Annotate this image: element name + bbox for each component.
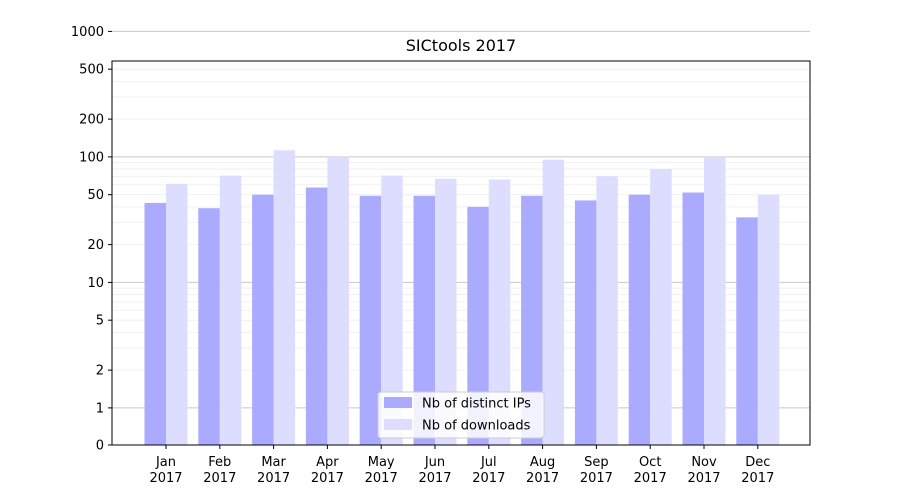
- bar-distinct-ips: [305, 187, 328, 445]
- bar-distinct-ips: [144, 202, 166, 445]
- bar-downloads: [166, 183, 188, 445]
- bar-downloads: [488, 179, 511, 445]
- x-tick-label-month: Jun: [424, 455, 445, 470]
- bar-downloads: [650, 169, 672, 446]
- x-tick-label-year: 2017: [634, 471, 667, 486]
- bar-downloads: [219, 175, 242, 445]
- legend-label: Nb of downloads: [422, 419, 531, 434]
- legend-swatch: [384, 419, 412, 430]
- x-tick-label-year: 2017: [580, 471, 613, 486]
- bar-distinct-ips: [413, 195, 435, 445]
- bar-distinct-ips: [574, 200, 597, 445]
- bar-downloads: [381, 175, 403, 445]
- legend: Nb of distinct IPs Nb of downloads: [377, 391, 545, 439]
- bar-downloads: [327, 156, 349, 445]
- x-tick-label-month: Dec: [745, 455, 770, 470]
- bar-downloads: [757, 194, 780, 445]
- y-tick-label: 1000: [71, 25, 104, 40]
- y-tick-label: 200: [79, 113, 104, 128]
- bar-downloads: [704, 156, 726, 445]
- bar-distinct-ips: [736, 217, 758, 445]
- x-tick-label-year: 2017: [687, 471, 720, 486]
- x-tick-label-month: May: [368, 455, 395, 470]
- bar-distinct-ips: [198, 208, 220, 445]
- bar-downloads: [542, 159, 565, 446]
- x-tick-label-year: 2017: [472, 471, 505, 486]
- y-tick-label: 500: [79, 63, 104, 78]
- y-axis: 0 1 2 5 10 20 50 100 200 500 1000: [71, 25, 112, 454]
- x-tick-label-month: Feb: [208, 455, 231, 470]
- y-tick-label: 20: [87, 238, 104, 253]
- legend-label: Nb of distinct IPs: [422, 397, 531, 412]
- x-tick-label-month: Sep: [584, 455, 609, 470]
- x-tick-label-month: Jul: [480, 455, 497, 470]
- x-tick-label-month: Mar: [261, 455, 286, 470]
- x-tick-label-year: 2017: [741, 471, 774, 486]
- y-tick-label: 50: [87, 188, 104, 203]
- bar-distinct-ips: [682, 192, 704, 445]
- bars: [144, 150, 780, 446]
- x-tick-label-month: Apr: [316, 455, 339, 470]
- x-tick-label-month: Aug: [530, 455, 555, 470]
- chart-title: SICtools 2017: [406, 36, 516, 55]
- x-tick-label-year: 2017: [311, 471, 344, 486]
- y-tick-label: 2: [96, 364, 104, 379]
- x-tick-label-month: Oct: [639, 455, 661, 470]
- bar-distinct-ips: [467, 206, 489, 445]
- x-tick-label-year: 2017: [257, 471, 290, 486]
- x-axis: Jan2017Feb2017Mar2017Apr2017May2017Jun20…: [149, 445, 774, 486]
- x-tick-label-year: 2017: [418, 471, 451, 486]
- bar-distinct-ips: [252, 194, 274, 445]
- bar-downloads: [435, 178, 457, 446]
- legend-box: [377, 391, 545, 439]
- y-tick-label: 10: [87, 276, 104, 291]
- x-tick-label-year: 2017: [149, 471, 182, 486]
- y-tick-label: 5: [96, 314, 104, 329]
- y-tick-label: 1: [96, 401, 104, 416]
- bar-downloads: [596, 176, 618, 445]
- x-tick-label-month: Jan: [155, 455, 176, 470]
- bar-distinct-ips: [628, 194, 651, 445]
- x-tick-label-year: 2017: [365, 471, 398, 486]
- x-tick-label-year: 2017: [203, 471, 236, 486]
- x-tick-label-month: Nov: [691, 455, 717, 470]
- y-tick-label: 0: [96, 439, 104, 454]
- legend-swatch: [384, 397, 412, 408]
- bar-downloads: [273, 150, 296, 446]
- x-tick-label-year: 2017: [526, 471, 559, 486]
- plot-frame: [111, 60, 811, 446]
- bar-distinct-ips: [359, 195, 382, 445]
- bar-distinct-ips: [521, 195, 543, 445]
- y-tick-label: 100: [79, 150, 104, 165]
